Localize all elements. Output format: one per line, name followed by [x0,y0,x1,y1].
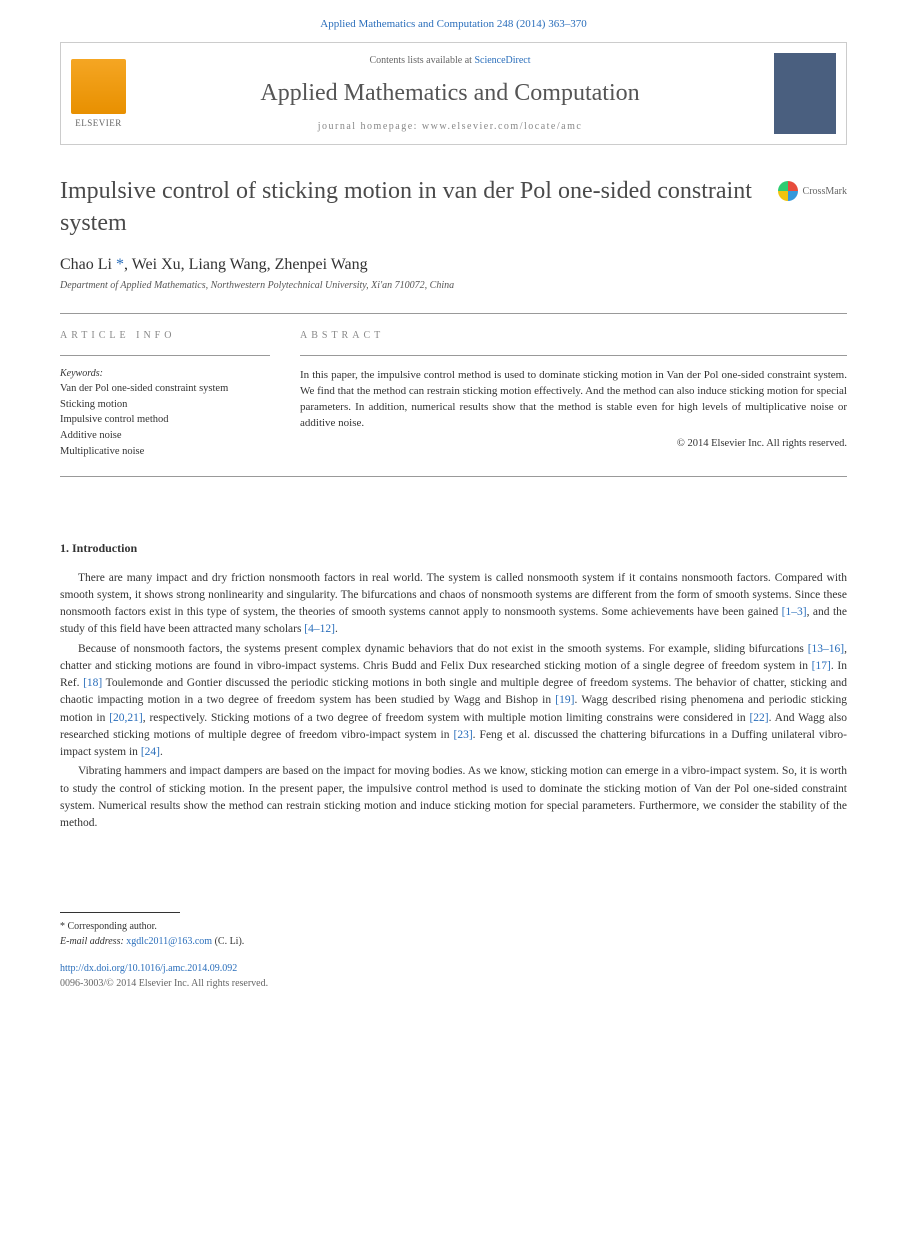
contents-prefix: Contents lists available at [369,55,474,66]
keywords-list: Van der Pol one-sided constraint systemS… [60,381,270,460]
article-info-column: ARTICLE INFO Keywords: Van der Pol one-s… [60,330,270,460]
footer-block: * Corresponding author. E-mail address: … [0,912,907,1021]
email-label: E-mail address: [60,936,126,947]
sciencedirect-link[interactable]: ScienceDirect [474,55,530,66]
intro-heading: 1. Introduction [0,481,907,570]
intro-para-2: Because of nonsmooth factors, the system… [0,641,907,762]
affiliation: Department of Applied Mathematics, North… [0,280,907,309]
keyword-item: Van der Pol one-sided constraint system [60,381,270,397]
journal-cover-thumbnail [774,53,836,134]
intro-para-3: Vibrating hammers and impact dampers are… [0,763,907,832]
keyword-item: Sticking motion [60,397,270,413]
journal-header-box: ELSEVIER Contents lists available at Sci… [60,42,847,145]
intro-para-1: There are many impact and dry friction n… [0,570,907,639]
crossmark-badge[interactable]: CrossMark [778,181,847,201]
abstract-column: ABSTRACT In this paper, the impulsive co… [300,330,847,460]
issn-copyright: 0096-3003/© 2014 Elsevier Inc. All right… [60,976,847,991]
article-info-label: ARTICLE INFO [60,330,270,341]
doi-link[interactable]: http://dx.doi.org/10.1016/j.amc.2014.09.… [60,961,847,976]
corresponding-author-note: * Corresponding author. [60,919,847,934]
keyword-item: Impulsive control method [60,412,270,428]
homepage-prefix: journal homepage: [318,121,422,132]
contents-line: Contents lists available at ScienceDirec… [369,55,530,66]
keywords-label: Keywords: [60,368,270,379]
journal-name: Applied Mathematics and Computation [260,80,639,107]
abstract-divider [300,355,847,356]
abstract-label: ABSTRACT [300,330,847,341]
author-email-link[interactable]: xgdlc2011@163.com [126,936,212,947]
footer-divider [60,912,180,913]
authors-line: Chao Li *, Wei Xu, Liang Wang, Zhenpei W… [0,240,907,280]
header-citation: Applied Mathematics and Computation 248 … [0,0,907,42]
elsevier-label: ELSEVIER [75,118,122,128]
divider-top [60,313,847,314]
header-center: Contents lists available at ScienceDirec… [136,43,764,144]
elsevier-logo[interactable]: ELSEVIER [61,43,136,144]
divider-bottom [60,476,847,477]
keyword-item: Additive noise [60,428,270,444]
abstract-text: In this paper, the impulsive control met… [300,368,847,432]
elsevier-tree-icon [71,59,126,114]
crossmark-label: CrossMark [803,186,847,197]
abstract-copyright: © 2014 Elsevier Inc. All rights reserved… [300,438,847,449]
crossmark-icon [778,181,798,201]
email-line: E-mail address: xgdlc2011@163.com (C. Li… [60,934,847,949]
homepage-url[interactable]: www.elsevier.com/locate/amc [422,121,582,132]
keyword-item: Multiplicative noise [60,444,270,460]
journal-homepage: journal homepage: www.elsevier.com/locat… [318,121,583,132]
article-title: Impulsive control of sticking motion in … [60,175,778,240]
info-divider [60,355,270,356]
email-suffix: (C. Li). [212,936,244,947]
